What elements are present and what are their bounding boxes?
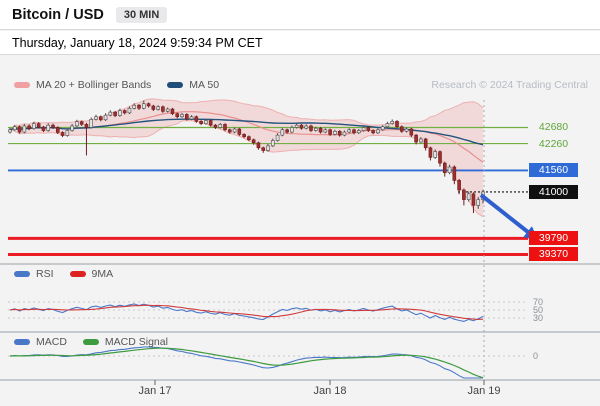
macd-label: MACD	[36, 336, 67, 348]
ma50-swatch-icon	[167, 82, 184, 88]
rsi-scale-30: 30	[533, 313, 544, 323]
chart-canvas[interactable]	[0, 56, 600, 406]
datetime-bar: Thursday, January 18, 2024 9:59:34 PM CE…	[0, 31, 600, 55]
symbol-title: Bitcoin / USD	[12, 6, 104, 23]
rsi-swatch-icon	[14, 271, 30, 277]
ma20-bollinger-label: MA 20 + Bollinger Bands	[36, 79, 152, 91]
macd-swatch-icon	[14, 339, 30, 345]
rsi-9ma-swatch-icon	[69, 271, 86, 277]
support-level-label: 39790	[529, 231, 578, 245]
rsi-legend: RSI 9MA	[14, 268, 123, 280]
resistance-level-label: 42260	[538, 138, 569, 150]
macd-signal-label: MACD Signal	[104, 336, 168, 348]
x-axis-label-jan17: Jan 17	[138, 385, 172, 397]
macd-signal-swatch-icon	[82, 339, 99, 345]
x-axis-label-jan18: Jan 18	[313, 385, 347, 397]
resistance-level-label: 42680	[538, 121, 569, 133]
macd-legend: MACD MACD Signal	[14, 336, 178, 348]
price-legend: MA 20 + Bollinger Bands MA 50	[14, 79, 229, 91]
ma50-label: MA 50	[189, 79, 220, 91]
last-price-label: 41000	[529, 185, 578, 199]
ma20-bollinger-swatch-icon	[14, 82, 30, 88]
support-level-label: 39370	[529, 247, 578, 261]
header: Bitcoin / USD 30 MIN	[0, 0, 600, 30]
rsi-scale-70: 70	[533, 297, 544, 307]
interval-badge[interactable]: 30 MIN	[115, 6, 168, 23]
rsi-scale-50: 50	[533, 305, 544, 315]
research-credit: Research © 2024 Trading Central	[431, 79, 588, 91]
rsi-label: RSI	[36, 268, 54, 280]
datetime-text: Thursday, January 18, 2024 9:59:34 PM CE…	[12, 36, 263, 50]
pivot-level-label: 41560	[529, 163, 578, 177]
rsi-9ma-label: 9MA	[91, 268, 114, 280]
macd-zero-label: 0	[533, 351, 539, 361]
x-axis-label-jan19: Jan 19	[467, 385, 501, 397]
